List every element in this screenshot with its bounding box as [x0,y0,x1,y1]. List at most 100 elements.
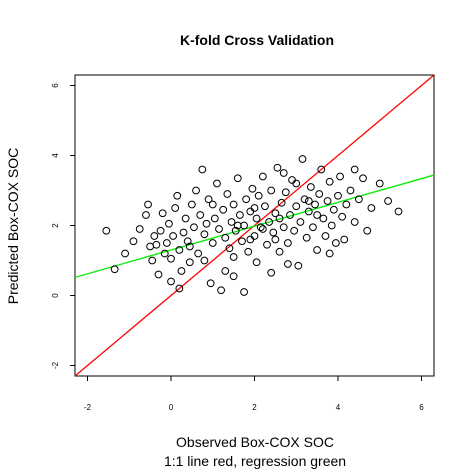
data-point [150,232,159,240]
data-point [198,165,207,174]
data-point [223,190,232,198]
y-tick-label: 0 [51,293,60,298]
data-point [217,286,226,295]
data-point [144,200,152,209]
data-point [250,204,259,212]
data-point [235,211,244,219]
data-point [367,204,376,212]
data-point [394,207,403,216]
data-point [279,223,288,232]
data-point [375,179,384,188]
data-point [233,174,242,183]
data-point [231,226,240,235]
data-point [252,258,261,267]
data-point [192,186,200,195]
data-point [304,207,313,216]
data-point [288,176,296,184]
data-point [338,212,347,221]
data-point [359,174,367,183]
data-point [346,186,355,195]
data-point [332,239,340,247]
data-point [213,179,221,188]
data-point [250,232,259,240]
data-point [329,205,338,214]
data-point [300,195,309,204]
data-point [283,239,292,247]
x-tick-label: 4 [336,403,341,412]
x-axis-label: Observed Box-COX SOC [176,434,334,450]
data-point [340,235,349,244]
data-point [173,191,182,200]
data-points [102,155,403,296]
data-point [167,277,175,286]
data-point [311,200,319,209]
data-point [275,247,284,256]
data-point [294,261,303,270]
data-point [321,232,330,240]
data-point [185,242,194,251]
data-point [242,195,251,204]
data-point [309,223,317,232]
data-point [208,239,217,247]
data-point [181,214,190,223]
data-point [275,214,284,223]
data-point [225,244,234,253]
data-point [336,172,344,181]
y-axis-label: Predicted Box-COX SOC [5,148,21,304]
data-point [202,219,211,228]
data-point [171,204,180,212]
data-point [240,288,248,296]
data-point [263,240,271,249]
data-point [135,225,144,233]
data-point [233,221,242,230]
data-point [167,254,175,263]
data-point [327,221,336,230]
data-point [248,184,257,193]
data-point [121,249,129,258]
data-point [267,186,276,195]
data-point [286,211,294,219]
data-point [190,223,198,232]
data-point [325,249,334,258]
data-point [258,172,267,181]
x-axis: -2 0 2 4 6 [84,376,424,412]
x-tick-label: 0 [169,403,174,412]
one-to-one-line [75,75,434,376]
regression-line [75,174,434,278]
data-point [252,214,261,223]
data-point [102,226,111,235]
y-tick-label: 4 [51,153,60,158]
data-point [313,211,322,219]
data-point [354,195,363,204]
data-point [254,191,263,200]
chart-title: K-fold Cross Validation [180,32,334,48]
data-point [240,221,248,230]
data-point [350,218,359,226]
x-tick-label: 6 [419,403,424,412]
data-point [350,165,359,174]
data-point [179,228,188,237]
data-point [200,230,209,239]
data-point [221,233,230,242]
data-point [271,235,280,244]
data-point [227,218,236,226]
data-point [334,191,342,200]
data-point [165,219,173,228]
data-point [238,237,246,246]
data-point [304,197,313,205]
data-point [319,214,328,223]
data-point [273,163,282,172]
data-point [110,265,119,274]
data-point [129,237,138,246]
data-point [246,235,255,244]
data-point [169,232,177,240]
data-point [265,218,274,226]
data-point [258,225,267,233]
data-point [160,249,169,258]
data-point [194,249,203,258]
data-point [290,226,299,235]
data-point [279,169,288,177]
data-point [269,228,278,237]
data-point [204,195,213,204]
